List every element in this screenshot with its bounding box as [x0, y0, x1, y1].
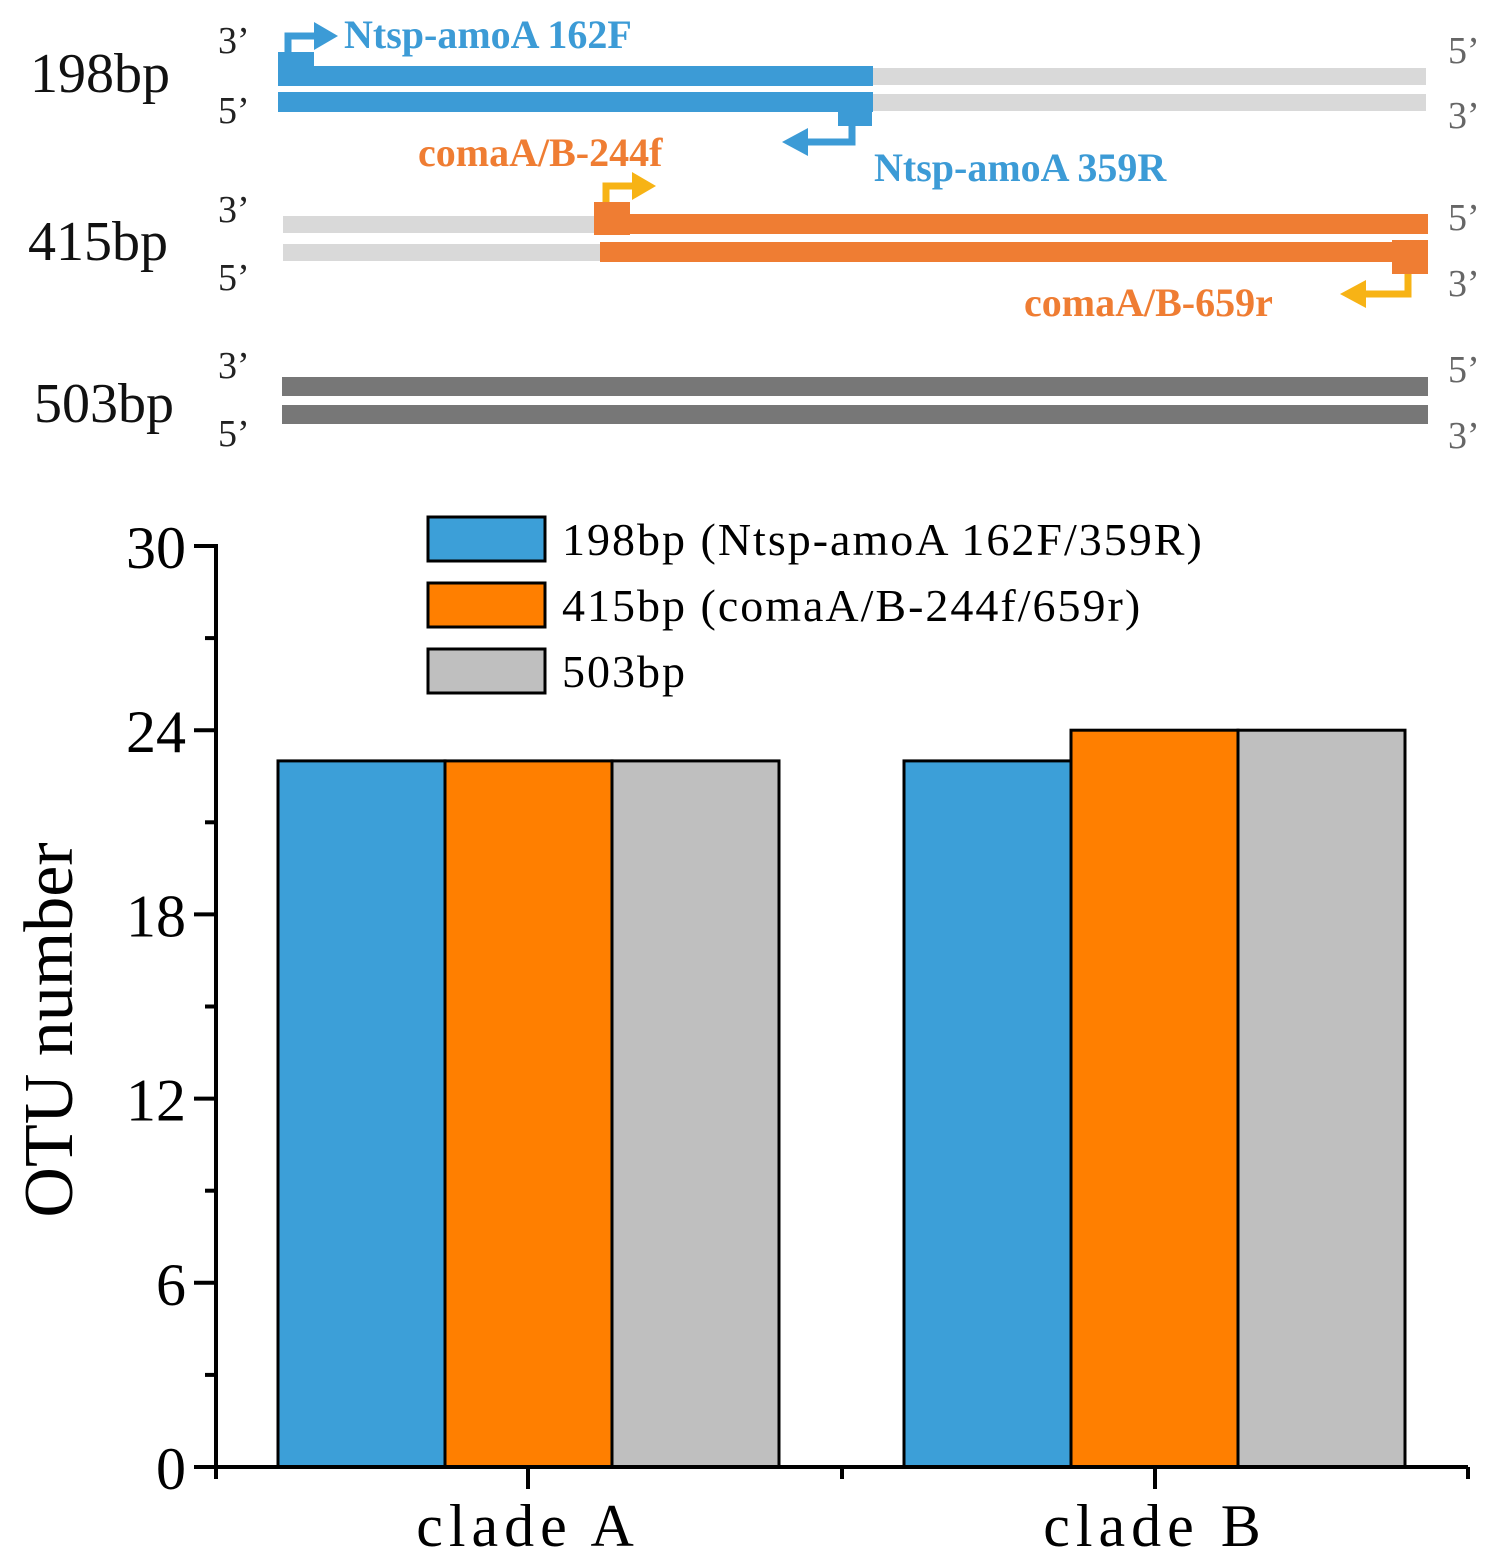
amplicon-198bp: 198bp 3’ 5’ 5’ 3’ Ntsp-amoA 162F Ntsp-am…: [30, 12, 1480, 190]
bar: [1236, 728, 1407, 1469]
primer-block: [594, 202, 630, 235]
y-axis-label: OTU number: [11, 842, 88, 1217]
x-tick-label: clade B: [1043, 1493, 1267, 1559]
strand-end-label: 5’: [1448, 30, 1480, 72]
y-tick-label: 12: [126, 1068, 186, 1134]
amplicon-length-label: 415bp: [28, 211, 168, 273]
bar: [1069, 728, 1240, 1469]
reverse-primer-arrow-icon: [808, 124, 856, 146]
tick-labels: 0 6 12 18 24 30 clade A clade B: [126, 515, 1267, 1559]
strand-end-label: 3’: [218, 20, 250, 62]
x-tick-label: clade A: [416, 1493, 640, 1559]
y-tick-label: 30: [126, 515, 186, 581]
strand-end-label: 3’: [218, 189, 250, 231]
amplified-strand: [278, 66, 873, 86]
bar: [443, 759, 614, 1469]
reverse-primer-arrow-icon: [1366, 274, 1412, 298]
legend-swatch: [426, 647, 547, 695]
legend-swatch: [426, 581, 547, 629]
chart-legend: 198bp (Ntsp-amoA 162F/359R) 415bp (comaA/…: [426, 514, 1204, 697]
forward-primer-arrow-icon: [602, 182, 634, 202]
y-tick-label: 18: [126, 883, 186, 949]
arrowhead-icon: [1340, 280, 1366, 308]
arrowhead-icon: [314, 22, 338, 50]
reverse-primer-label: Ntsp-amoA 359R: [874, 145, 1167, 190]
amplified-strand: [600, 242, 1428, 262]
amplified-strand: [278, 92, 873, 112]
amplified-strand: [600, 214, 1428, 234]
amplified-strand: [282, 377, 1428, 396]
strand-end-label: 3’: [1448, 95, 1480, 137]
amplicon-415bp: 415bp 3’ 5’ 5’ 3’ comaA/B-244f comaA/B-6…: [28, 130, 1480, 325]
primer-block: [1392, 240, 1428, 274]
chart-axes: [194, 544, 1470, 1489]
forward-primer-label: Ntsp-amoA 162F: [344, 12, 632, 57]
strand-end-label: 3’: [1448, 415, 1480, 457]
amplicon-length-label: 198bp: [30, 43, 170, 105]
y-tick-label: 6: [156, 1252, 186, 1318]
legend-entry-label: 198bp (Ntsp-amoA 162F/359R): [562, 514, 1204, 565]
primer-block: [278, 52, 314, 82]
strand-end-label: 5’: [218, 90, 250, 132]
strand-end-label: 5’: [218, 257, 250, 299]
legend-entry-label: 415bp (comaA/B-244f/659r): [562, 580, 1142, 631]
amplified-strand: [282, 405, 1428, 424]
bar: [610, 759, 781, 1469]
strand-end-label: 5’: [218, 413, 250, 455]
amplicon-503bp: 503bp 3’ 5’ 5’ 3’: [34, 345, 1480, 457]
primer-block: [838, 96, 872, 126]
bar: [902, 759, 1073, 1469]
legend-swatch: [426, 515, 547, 563]
forward-primer-arrow-icon: [284, 32, 316, 52]
reverse-primer-label: comaA/B-659r: [1024, 280, 1273, 325]
primer-schematic: 198bp 3’ 5’ 5’ 3’ Ntsp-amoA 162F Ntsp-am…: [28, 12, 1480, 457]
amplicon-length-label: 503bp: [34, 373, 174, 435]
bar-group: [276, 728, 1407, 1469]
strand-end-label: 3’: [218, 345, 250, 387]
legend-entry-label: 503bp: [562, 646, 687, 697]
strand-end-label: 5’: [1448, 197, 1480, 239]
arrowhead-icon: [632, 172, 656, 200]
y-tick-label: 0: [156, 1436, 186, 1502]
bar-chart: 0 6 12 18 24 30 clade A clade B OTU number 198b…: [11, 514, 1470, 1559]
bar: [276, 759, 447, 1469]
y-tick-label: 24: [126, 699, 186, 765]
strand-end-label: 5’: [1448, 349, 1480, 391]
strand-end-label: 3’: [1448, 263, 1480, 305]
arrowhead-icon: [782, 128, 808, 156]
forward-primer-label: comaA/B-244f: [418, 130, 663, 175]
